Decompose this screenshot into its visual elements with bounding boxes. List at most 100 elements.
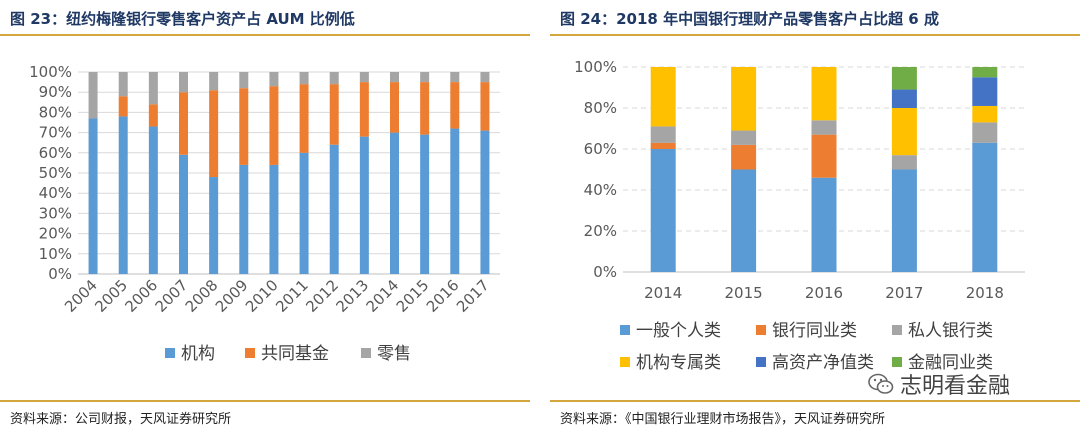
legend-label: 机构 <box>181 344 215 364</box>
legend-item: 一般个人类 <box>620 321 721 341</box>
bar-segment <box>650 149 676 272</box>
bar-segment <box>299 152 309 274</box>
legend-label: 零售 <box>377 344 411 364</box>
legend-swatch <box>892 357 902 367</box>
x-tick-label: 2012 <box>302 276 342 316</box>
legend-swatch <box>892 325 902 335</box>
bar-segment <box>359 136 369 274</box>
legend-item: 私人银行类 <box>892 321 993 341</box>
stacked-bar-chart-left: 0%10%20%30%40%50%60%70%80%90%100%2004200… <box>29 63 500 364</box>
bar-segment <box>420 82 430 135</box>
title-rule <box>0 34 530 36</box>
x-tick-label: 2006 <box>121 276 161 316</box>
bar-segment <box>420 72 430 83</box>
bar-segment <box>811 120 837 135</box>
bar-segment <box>420 134 430 274</box>
x-tick-label: 2013 <box>332 276 372 316</box>
title-rule <box>550 34 1080 36</box>
legend-item: 金融同业类 <box>892 353 993 373</box>
bar-segment <box>239 72 249 89</box>
bar-segment <box>269 86 279 165</box>
y-tick-label: 70% <box>39 124 72 142</box>
legend-item: 机构 <box>165 344 215 364</box>
bar-segment <box>329 84 339 145</box>
bar-segment <box>299 72 309 85</box>
bar-segment <box>891 169 917 272</box>
legend-label: 共同基金 <box>261 344 329 364</box>
bar-segment <box>148 126 158 274</box>
legend-label: 机构专属类 <box>636 353 721 373</box>
bar-segment <box>329 72 339 85</box>
bar-segment <box>88 118 98 275</box>
chart-panel-right: 图 24：2018 年中国银行理财产品零售客户占比超 6 成 0% 20% 40% 6… <box>550 0 1080 435</box>
source-note: 资料来源：公司财报，天风证券研究所 <box>10 412 232 427</box>
y-tick-label: 50% <box>39 164 72 182</box>
x-tick-label: 2010 <box>242 276 282 316</box>
source-rule <box>0 400 530 402</box>
y-tick-label: 20% <box>584 222 617 240</box>
legend-swatch <box>245 348 255 358</box>
bar-segment <box>390 132 399 274</box>
x-tick-label: 2014 <box>644 284 682 302</box>
bar-segment <box>891 155 917 170</box>
y-tick-label: 0% <box>48 265 72 283</box>
x-tick-label: 2016 <box>805 284 843 302</box>
bar-segment <box>731 169 757 272</box>
legend-swatch <box>361 348 371 358</box>
bar-segment <box>209 90 219 178</box>
x-tick-label: 2005 <box>91 276 131 316</box>
legend-swatch <box>620 357 630 367</box>
x-tick-label: 2016 <box>423 276 463 316</box>
bar-segment <box>179 92 188 155</box>
bar-segment <box>118 116 128 274</box>
bar-segment <box>269 164 279 274</box>
bar-segment <box>118 96 128 117</box>
legend-item: 银行同业类 <box>756 321 857 341</box>
y-tick-label: 0% <box>593 263 617 281</box>
wechat-icon <box>868 373 894 394</box>
bar-segment <box>148 72 158 105</box>
bar-segment <box>650 126 676 143</box>
bar-segment <box>731 130 757 145</box>
bar-segment <box>269 72 279 87</box>
x-tick-label: 2015 <box>725 284 763 302</box>
bar-segment <box>390 72 399 83</box>
x-tick-label: 2017 <box>453 276 493 316</box>
bar-segment <box>811 177 837 272</box>
x-tick-label: 2011 <box>272 276 312 316</box>
bar-segment <box>972 67 998 78</box>
bar-segment <box>972 122 998 143</box>
bar-segment <box>390 82 399 133</box>
source-note: 资料来源：《中国银行业理财市场报告》，天风证券研究所 <box>560 412 886 427</box>
bar-segment <box>891 89 917 108</box>
bar-segment <box>179 154 188 274</box>
legend-swatch <box>620 325 630 335</box>
bar-segment <box>118 72 128 97</box>
legend-label: 高资产净值类 <box>772 353 874 373</box>
bar-segment <box>450 128 460 274</box>
watermark: 志明看金融 <box>868 368 1010 400</box>
source-rule <box>550 400 1080 402</box>
legend-swatch <box>756 357 766 367</box>
bar-segment <box>811 67 837 121</box>
legend-label: 银行同业类 <box>772 321 857 341</box>
legend-item: 机构专属类 <box>620 353 721 373</box>
bar-segment <box>209 72 219 91</box>
x-tick-label: 2009 <box>212 276 252 316</box>
y-tick-label: 20% <box>39 225 72 243</box>
bar-segment <box>972 105 998 123</box>
y-tick-label: 60% <box>39 144 72 162</box>
y-tick-label: 80% <box>584 99 617 117</box>
bar-segment <box>480 72 490 83</box>
bar-segment <box>972 77 998 106</box>
x-tick-label: 2018 <box>966 284 1004 302</box>
x-tick-label: 2017 <box>885 284 923 302</box>
bar-segment <box>480 130 490 274</box>
y-tick-label: 100% <box>574 58 617 76</box>
legend-label: 私人银行类 <box>908 321 993 341</box>
bar-segment <box>209 177 219 274</box>
legend-item: 共同基金 <box>245 344 329 364</box>
bar-segment <box>239 88 249 165</box>
legend-item: 高资产净值类 <box>756 353 874 373</box>
bar-segment <box>88 72 98 119</box>
